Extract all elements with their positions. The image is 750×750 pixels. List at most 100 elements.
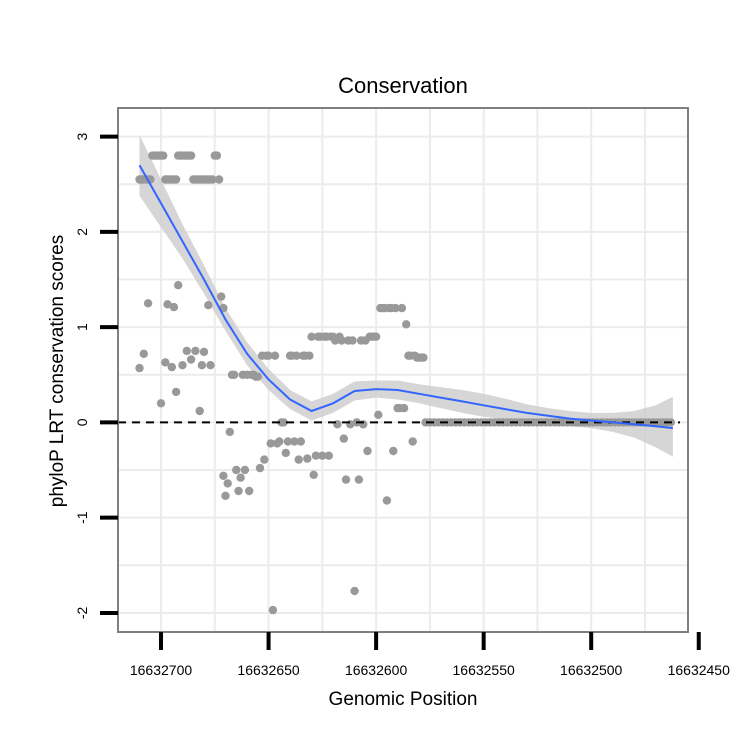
data-point [169,302,179,312]
data-point [171,175,181,184]
y-axis-label: phyloP LRT conservation scores [47,235,68,508]
data-point [307,332,316,341]
data-point [296,437,305,446]
data-point [236,473,245,482]
data-point [219,471,228,480]
x-tick-label: 16632600 [345,662,408,678]
y-tick-label: -2 [74,606,90,619]
data-point [350,586,359,596]
data-point [197,361,207,370]
data-point [333,420,342,429]
confidence-band-layer [139,134,673,457]
data-point [292,351,301,360]
x-tick-label: 16632450 [668,662,731,678]
data-point [363,446,372,456]
data-point [374,410,383,419]
data-point [167,362,176,372]
data-point [279,418,288,427]
data-point [230,370,239,379]
data-point [311,451,321,460]
data-point [399,403,409,413]
data-point [339,434,348,443]
data-point [174,281,183,290]
data-point [204,301,213,310]
data-point [303,454,312,463]
data-point [214,175,224,184]
plot-frame [117,107,689,633]
data-point [206,361,215,370]
data-point [397,303,407,313]
y-axis: -2 -1 0 1 2 3 [74,132,118,619]
data-point [225,427,234,437]
data-point [354,475,364,484]
data-point [337,336,346,345]
data-point [199,347,209,357]
data-point [281,448,290,458]
data-point [309,470,318,479]
x-tick-label: 16632650 [237,662,300,678]
x-tick-label: 16632550 [453,662,516,678]
y-tick-label: 1 [74,323,90,331]
data-point [143,299,153,308]
data-point [171,387,181,397]
data-point [186,151,196,160]
data-point [270,351,280,360]
data-point [240,465,250,475]
data-point [408,437,417,446]
y-tick-label: 2 [74,228,90,236]
data-point [324,451,333,460]
data-point [264,351,273,360]
x-axis: 16632700 16632650 16632600 16632550 16632500… [130,632,730,678]
smooth-line-layer [138,164,674,430]
data-point [382,496,392,505]
data-point [294,455,303,464]
chart-title: Conservation [338,73,468,98]
data-point [268,605,278,615]
data-point [371,332,381,341]
data-point [223,479,232,488]
data-point [135,363,144,373]
data-point [419,353,428,362]
y-tick-label: -1 [74,511,90,524]
data-point [178,361,187,370]
data-point [348,336,357,345]
data-point [253,372,262,381]
x-tick-label: 16632500 [560,662,623,678]
data-point [255,463,265,473]
data-point [359,420,368,429]
data-point [283,437,293,446]
data-point [318,451,327,460]
data-point [161,358,170,367]
data-point [389,446,398,456]
data-point [341,475,351,484]
data-point [232,465,241,475]
data-point [139,349,148,358]
data-point [275,437,284,446]
data-point [156,399,166,408]
data-point [221,491,230,500]
data-point [260,455,269,464]
data-point [212,151,222,160]
data-point [245,486,254,496]
data-point [290,437,299,446]
data-point [182,346,191,356]
data-point [391,303,400,313]
data-point [208,175,217,184]
confidence-band [139,134,673,457]
data-point [305,351,314,360]
data-point [186,355,196,364]
y-tick-label: 0 [74,418,90,426]
data-point [163,300,172,309]
data-point [191,346,200,356]
data-point [159,151,168,160]
x-tick-label: 16632700 [130,662,193,678]
data-point [195,406,204,416]
data-point [266,439,275,448]
x-axis-label: Genomic Position [329,689,478,710]
grid-lines [118,108,688,632]
data-point [217,292,226,301]
y-tick-label: 3 [74,132,90,140]
smooth-fit-line [138,164,674,430]
data-point [234,486,243,496]
